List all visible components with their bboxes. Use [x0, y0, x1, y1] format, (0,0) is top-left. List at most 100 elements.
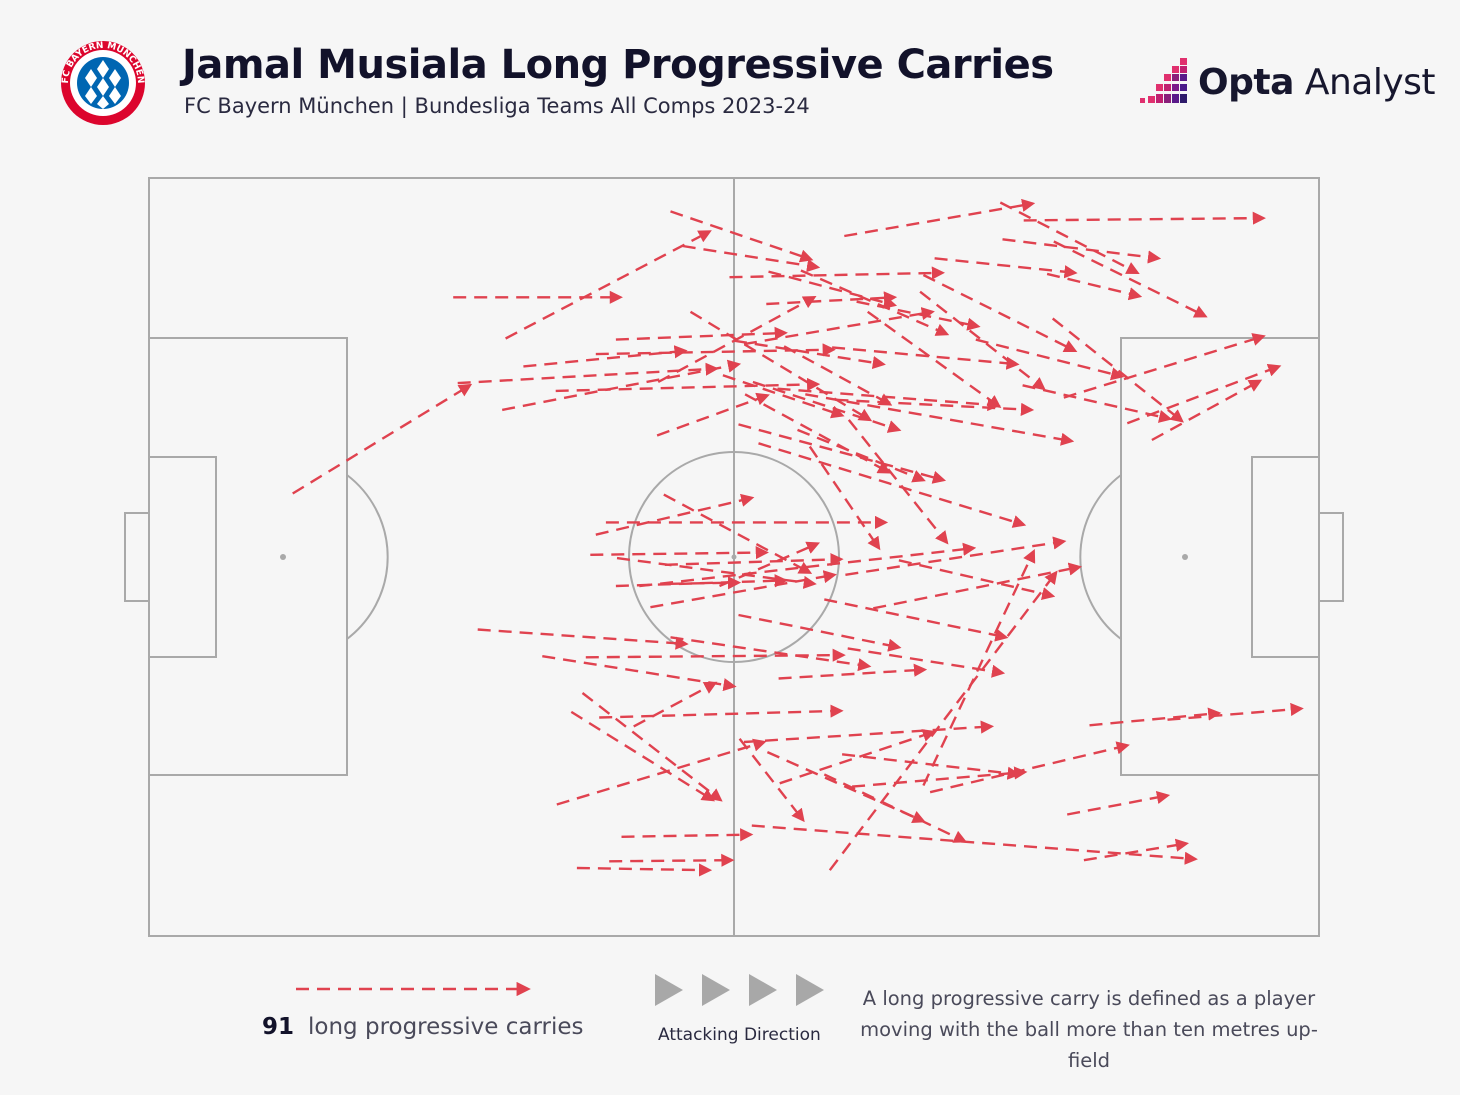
carry-arrow [744, 393, 892, 474]
carry-arrow [650, 570, 837, 609]
carry-arrow [766, 751, 926, 823]
carry-arrow [758, 442, 1027, 528]
carry-arrow [581, 692, 723, 802]
carry-arrow [1053, 240, 1208, 318]
carry-arrow [609, 853, 735, 867]
carry-arrow [847, 647, 1006, 678]
carry-arrow [831, 346, 1020, 370]
left-penalty-spot [280, 554, 286, 560]
play-triangle-icon [749, 974, 777, 1006]
carry-definition: A long progressive carry is defined as a… [844, 983, 1334, 1076]
carry-arrow [766, 291, 898, 306]
carry-arrow [722, 374, 845, 419]
carry-arrow [556, 738, 767, 806]
carry-arrow [633, 681, 718, 728]
carry-arrow [738, 737, 805, 823]
carry-arrow [1089, 707, 1222, 727]
carry-arrow [828, 570, 1058, 871]
chart-subtitle: FC Bayern München | Bundesliga Teams All… [184, 94, 810, 118]
definition-line-2: moving with the ball more than ten metre… [860, 1018, 1318, 1072]
carry-arrow [615, 326, 788, 341]
carry-arrow [670, 576, 742, 590]
brand-name: Opta Analyst [1198, 62, 1436, 103]
carry-arrow [751, 824, 1198, 865]
left-six-yard-box [148, 456, 217, 658]
carry-arrow [621, 828, 754, 842]
carry-arrow [922, 273, 1078, 352]
carry-arrow [1022, 384, 1173, 423]
centre-spot [731, 554, 737, 560]
opta-analyst-logo: Opta Analyst [1138, 58, 1436, 108]
carry-arrow [1083, 838, 1190, 862]
carry-arrow [847, 419, 949, 545]
right-penalty-area [1120, 337, 1320, 776]
carry-arrow [845, 536, 1067, 576]
carry-arrow [590, 546, 769, 560]
carry-arrow [934, 257, 1078, 279]
carry-arrow [501, 359, 742, 412]
carry-arrow [670, 636, 872, 672]
carry-arrow [570, 710, 716, 802]
carry-arrow [841, 753, 1021, 780]
carry-arrow [1126, 363, 1282, 425]
brand-name-light: Analyst [1304, 62, 1436, 103]
carry-arrow [738, 613, 902, 652]
fc-bayern-crest-icon: FC BAYERN MÜNCHEN [61, 41, 145, 125]
carry-arrow [599, 704, 844, 719]
legend-carry-arrow [296, 981, 531, 997]
right-goal [1318, 512, 1344, 602]
carry-arrow [1002, 238, 1162, 264]
carry-arrow [800, 269, 950, 336]
carry-arrow [866, 310, 1002, 409]
attacking-direction-icons [655, 974, 824, 1006]
carry-arrow [797, 428, 926, 483]
carry-arrow [919, 290, 1046, 391]
play-triangle-icon [796, 974, 824, 1006]
carry-arrow [1063, 333, 1266, 399]
chart-title: Jamal Musiala Long Progressive Carries [182, 42, 1054, 88]
carry-arrow [1051, 317, 1184, 423]
carry-arrow [999, 201, 1140, 275]
carry-arrow [542, 655, 737, 692]
carry-arrow [585, 648, 846, 662]
carry-arrow [1167, 702, 1304, 721]
carry-arrow [523, 345, 688, 368]
left-penalty-area [148, 337, 348, 776]
carry-arrow [457, 362, 719, 385]
play-triangle-icon [702, 974, 730, 1006]
definition-line-1: A long progressive carry is defined as a… [862, 987, 1316, 1010]
carry-arrow [851, 766, 1028, 788]
carry-arrow [779, 729, 937, 785]
right-penalty-arc [1079, 474, 1122, 640]
opta-analyst-logo-icon [1140, 58, 1187, 103]
carry-arrow [922, 549, 1036, 787]
carry-arrow [656, 392, 770, 437]
carry-count: 91 [262, 1014, 295, 1040]
carry-arrow [738, 423, 947, 484]
carry-arrow [555, 377, 821, 393]
carry-arrow [752, 380, 902, 433]
carry-arrow [743, 720, 995, 744]
carry-arrow [1066, 790, 1171, 816]
carry-arrow [1023, 211, 1266, 225]
carry-arrow [576, 863, 713, 877]
brand-name-bold: Opta [1198, 62, 1294, 103]
carry-arrow [835, 398, 1035, 416]
carry-arrow [975, 338, 1125, 381]
carry-arrow [595, 493, 755, 536]
carry-arrow [743, 307, 935, 346]
carry-arrow [664, 552, 844, 567]
right-six-yard-box [1251, 456, 1320, 658]
left-goal [124, 512, 150, 602]
carry-arrow [689, 310, 873, 422]
carry-arrow [873, 562, 1082, 610]
carry-arrow [292, 383, 473, 495]
carry-arrow [844, 198, 1036, 238]
left-penalty-arc [346, 474, 389, 640]
carry-arrow [805, 393, 1075, 446]
carry-arrow [733, 339, 886, 370]
right-penalty-spot [1182, 554, 1188, 560]
carry-count-label: long progressive carries [308, 1014, 584, 1040]
play-triangle-icon [655, 974, 683, 1006]
